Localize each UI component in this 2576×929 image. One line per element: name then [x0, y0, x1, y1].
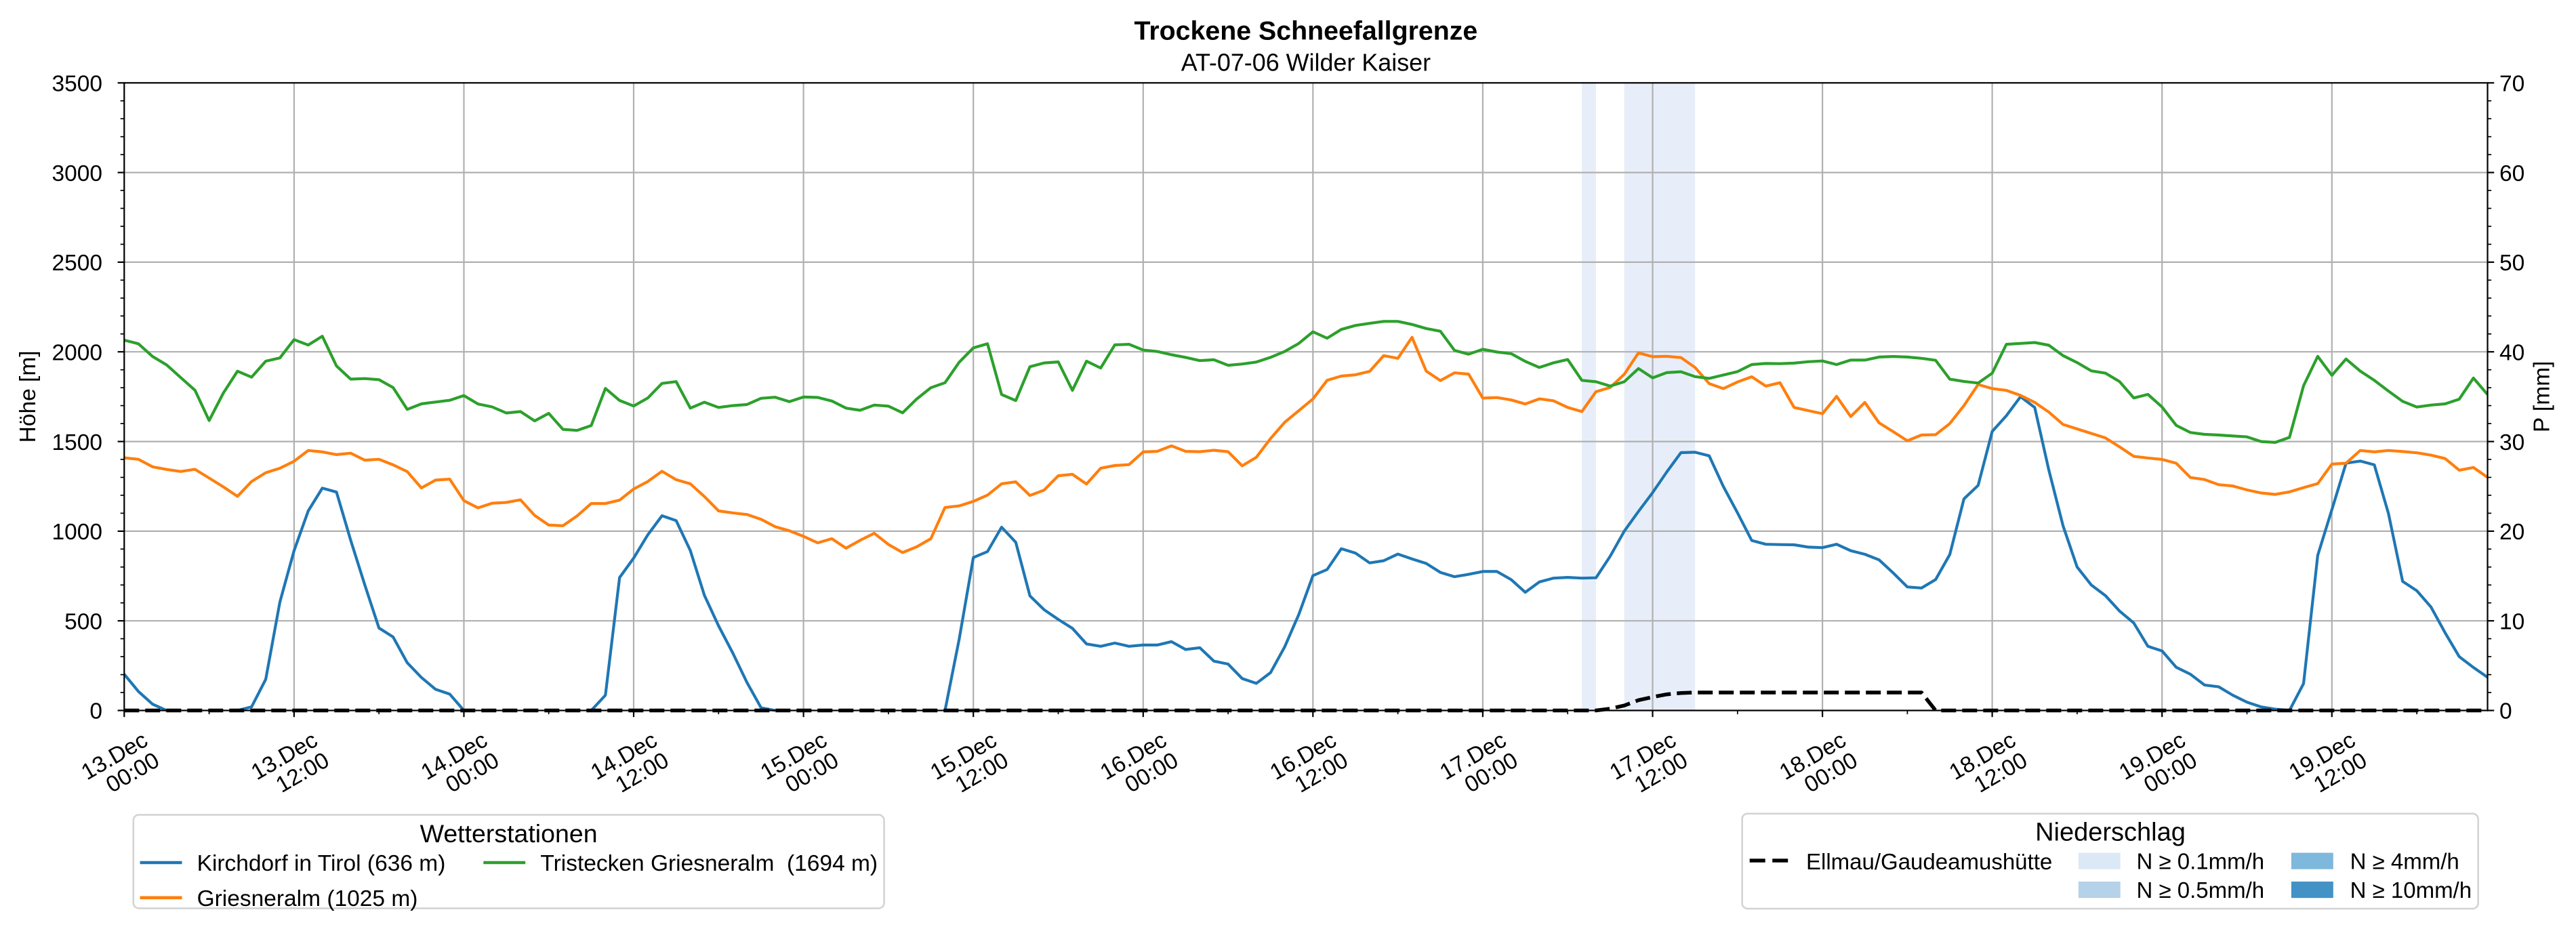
svg-text:2000: 2000 [52, 340, 102, 365]
svg-text:1000: 1000 [52, 520, 102, 545]
svg-text:60: 60 [2499, 161, 2524, 186]
svg-text:500: 500 [64, 609, 102, 634]
svg-text:N ≥ 4mm/h: N ≥ 4mm/h [2350, 849, 2459, 874]
svg-text:70: 70 [2499, 72, 2524, 97]
svg-text:30: 30 [2499, 430, 2524, 455]
svg-text:3500: 3500 [52, 72, 102, 97]
svg-text:20: 20 [2499, 520, 2524, 545]
svg-text:N ≥ 10mm/h: N ≥ 10mm/h [2350, 878, 2472, 903]
svg-text:Wetterstationen: Wetterstationen [420, 819, 598, 848]
svg-text:Tristecken Griesneralm (1694: Tristecken Griesneralm (1694 m) [540, 851, 878, 876]
svg-text:50: 50 [2499, 251, 2524, 276]
svg-text:N ≥ 0.1mm/h: N ≥ 0.1mm/h [2137, 849, 2265, 874]
svg-text:0: 0 [89, 699, 102, 724]
svg-text:Trockene Schneefallgrenze: Trockene Schneefallgrenze [1134, 16, 1478, 46]
svg-text:Kirchdorf in Tirol (636 m): Kirchdorf in Tirol (636 m) [197, 851, 446, 876]
svg-text:Griesneralm (1025 m): Griesneralm (1025 m) [197, 886, 418, 911]
svg-text:Ellmau/Gaudeamushütte: Ellmau/Gaudeamushütte [1806, 849, 2052, 874]
svg-text:AT-07-06 Wilder Kaiser: AT-07-06 Wilder Kaiser [1181, 49, 1431, 77]
svg-text:Niederschlag: Niederschlag [2035, 819, 2186, 847]
svg-text:1500: 1500 [52, 430, 102, 455]
svg-text:2500: 2500 [52, 251, 102, 276]
svg-text:40: 40 [2499, 340, 2524, 365]
svg-text:P [mm]: P [mm] [2530, 361, 2555, 432]
svg-text:Höhe [m]: Höhe [m] [16, 350, 41, 442]
svg-text:N ≥ 0.5mm/h: N ≥ 0.5mm/h [2137, 878, 2265, 903]
svg-text:0: 0 [2499, 699, 2512, 724]
svg-text:14.Dec00:00: 14.Dec00:00 [417, 728, 504, 806]
svg-text:10: 10 [2499, 609, 2524, 634]
svg-text:3000: 3000 [52, 161, 102, 186]
